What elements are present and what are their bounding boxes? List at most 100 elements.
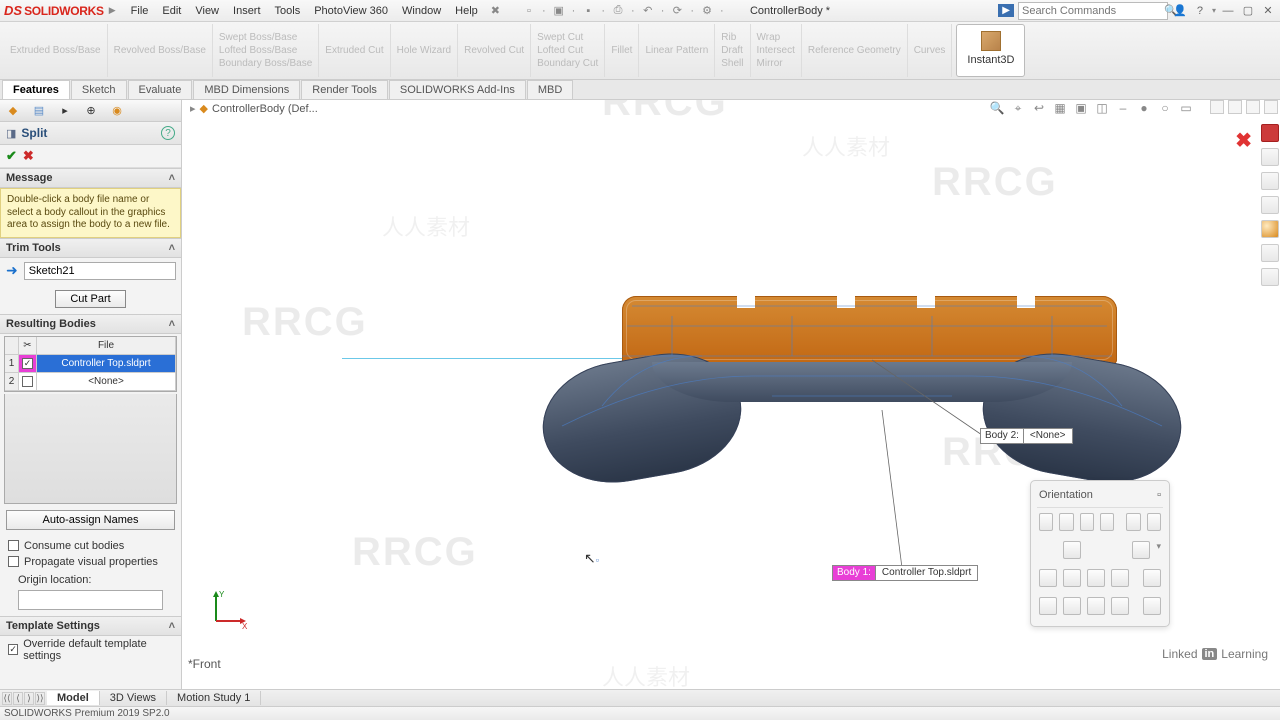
viewport-link-icon[interactable] <box>1143 597 1161 615</box>
view-std1-icon[interactable] <box>1059 513 1073 531</box>
trim-tools-header[interactable]: Trim Tools ˄ <box>0 238 181 258</box>
cancel-graphics-icon[interactable]: ✖ <box>1235 128 1252 153</box>
nav-next-icon[interactable]: ⟩ <box>24 692 34 705</box>
ribbon-instant3d[interactable]: Instant3D <box>956 24 1025 77</box>
ribbon-wrap[interactable]: Wrap <box>757 32 781 43</box>
edit-appearance-icon[interactable]: ● <box>1136 100 1152 116</box>
maximize-button[interactable]: ▢ <box>1240 4 1256 18</box>
taskpane-resources-icon[interactable] <box>1261 124 1279 142</box>
orientation-panel[interactable]: Orientation▫ ▾ <box>1030 480 1170 627</box>
prev-view-icon[interactable]: ↩ <box>1031 100 1047 116</box>
ribbon-linear-pattern[interactable]: Linear Pattern <box>639 24 715 77</box>
zoom-fit-icon[interactable]: 🔍 <box>989 100 1005 116</box>
zoom-area-icon[interactable]: ⌖ <box>1010 100 1026 116</box>
viewport-2v-icon[interactable] <box>1087 597 1105 615</box>
taskpane-appearances-icon[interactable] <box>1261 220 1279 238</box>
viewport-restore-icon[interactable] <box>1246 100 1260 114</box>
view-right-icon[interactable] <box>1111 569 1129 587</box>
trim-selection-icon[interactable]: ➜ <box>6 262 18 279</box>
ribbon-curves[interactable]: Curves <box>908 24 953 77</box>
bottom-tab-3dviews[interactable]: 3D Views <box>100 691 167 705</box>
taskpane-custom-props-icon[interactable] <box>1261 244 1279 262</box>
viewport-max-icon[interactable] <box>1228 100 1242 114</box>
ribbon-revolved-boss[interactable]: Revolved Boss/Base <box>108 24 213 77</box>
minimize-button[interactable]: — <box>1220 4 1236 18</box>
ribbon-boundary-cut[interactable]: Boundary Cut <box>537 58 598 69</box>
ribbon-rib[interactable]: Rib <box>721 32 736 43</box>
row1-file[interactable]: Controller Top.sldprt <box>37 355 176 372</box>
section-view-icon[interactable]: ▦ <box>1052 100 1068 116</box>
user-icon[interactable]: 👤 <box>1172 4 1188 18</box>
cut-part-button[interactable]: Cut Part <box>55 290 125 308</box>
display-manager-tab-icon[interactable]: ◉ <box>108 102 126 120</box>
ribbon-lofted-boss[interactable]: Lofted Boss/Base <box>219 45 297 56</box>
resulting-bodies-header[interactable]: Resulting Bodies ˄ <box>0 314 181 334</box>
ribbon-fillet[interactable]: Fillet <box>605 24 639 77</box>
nav-last-icon[interactable]: ⟩⟩ <box>35 692 45 705</box>
bottom-tab-model[interactable]: Model <box>47 691 100 705</box>
ok-button[interactable]: ✔ <box>6 148 17 164</box>
logo-chevron-icon[interactable]: ▶ <box>109 5 116 16</box>
view-single-icon[interactable] <box>1063 541 1081 559</box>
apply-scene-icon[interactable]: ○ <box>1157 100 1173 116</box>
ribbon-extruded-boss[interactable]: Extruded Boss/Base <box>4 24 108 77</box>
origin-input[interactable] <box>18 590 163 610</box>
dim-manager-tab-icon[interactable]: ⊕ <box>82 102 100 120</box>
row2-file[interactable]: <None> <box>37 373 176 390</box>
tab-addins[interactable]: SOLIDWORKS Add-Ins <box>389 80 526 99</box>
help-feature-icon[interactable]: ? <box>161 126 175 140</box>
tab-evaluate[interactable]: Evaluate <box>128 80 193 99</box>
ribbon-intersect[interactable]: Intersect <box>757 45 795 56</box>
display-style-icon[interactable]: ◫ <box>1094 100 1110 116</box>
template-settings-header[interactable]: Template Settings ˄ <box>0 616 181 636</box>
view-orientation-icon[interactable]: ▣ <box>1073 100 1089 116</box>
breadcrumb[interactable]: ▸ ◆ ControllerBody (Def... <box>190 102 318 115</box>
menu-tools[interactable]: Tools <box>268 5 308 17</box>
view-back-icon[interactable] <box>1063 569 1081 587</box>
consume-checkbox[interactable]: Consume cut bodies <box>0 538 181 554</box>
taskpane-file-explorer-icon[interactable] <box>1261 172 1279 190</box>
view-normal-icon[interactable] <box>1039 513 1053 531</box>
taskpane-design-library-icon[interactable] <box>1261 148 1279 166</box>
view-front-icon[interactable] <box>1039 569 1057 587</box>
auto-assign-button[interactable]: Auto-assign Names <box>6 510 175 530</box>
close-button[interactable]: ✕ <box>1260 4 1276 18</box>
menu-photoview[interactable]: PhotoView 360 <box>307 5 395 17</box>
bottom-tab-motion[interactable]: Motion Study 1 <box>167 691 261 705</box>
ribbon-lofted-cut[interactable]: Lofted Cut <box>537 45 583 56</box>
view-left-icon[interactable] <box>1087 569 1105 587</box>
menu-insert[interactable]: Insert <box>226 5 268 17</box>
chevron-down-icon[interactable]: ▾ <box>1156 541 1161 559</box>
help-icon[interactable]: ? <box>1192 4 1208 18</box>
view-std3-icon[interactable] <box>1100 513 1114 531</box>
property-manager-tab-icon[interactable]: ▤ <box>30 102 48 120</box>
callout-body1[interactable]: Body 1: Controller Top.sldprt <box>832 565 978 581</box>
view-cube-icon[interactable] <box>1132 541 1150 559</box>
ribbon-boundary-boss[interactable]: Boundary Boss/Base <box>219 58 312 69</box>
ribbon-hole-wizard[interactable]: Hole Wizard <box>391 24 458 77</box>
taskpane-forum-icon[interactable] <box>1261 268 1279 286</box>
view-settings-icon[interactable] <box>1126 513 1140 531</box>
row2-check[interactable] <box>19 373 37 390</box>
override-checkbox[interactable]: ✓Override default template settings <box>0 636 181 664</box>
search-commands[interactable]: 🔍 <box>1018 2 1168 20</box>
cancel-feature-button[interactable]: ✖ <box>23 148 34 164</box>
message-header[interactable]: Message ˄ <box>0 168 181 188</box>
ribbon-shell[interactable]: Shell <box>721 58 743 69</box>
callout-body1-file[interactable]: Controller Top.sldprt <box>876 566 977 580</box>
ribbon-mirror[interactable]: Mirror <box>757 58 783 69</box>
tab-mbd[interactable]: MBD <box>527 80 573 99</box>
hide-show-icon[interactable]: – <box>1115 100 1131 116</box>
orientation-close-icon[interactable]: ▫ <box>1157 489 1161 501</box>
config-manager-tab-icon[interactable]: ▸ <box>56 102 74 120</box>
tab-mbd-dimensions[interactable]: MBD Dimensions <box>193 80 300 99</box>
ribbon-swept-cut[interactable]: Swept Cut <box>537 32 583 43</box>
viewport-2h-icon[interactable] <box>1063 597 1081 615</box>
ribbon-swept-boss[interactable]: Swept Boss/Base <box>219 32 297 43</box>
row1-check[interactable]: ✓ <box>19 355 37 372</box>
menu-window[interactable]: Window <box>395 5 448 17</box>
view-std2-icon[interactable] <box>1080 513 1094 531</box>
search-input[interactable] <box>1022 5 1164 17</box>
ribbon-extruded-cut[interactable]: Extruded Cut <box>319 24 390 77</box>
view-update-icon[interactable] <box>1143 569 1161 587</box>
